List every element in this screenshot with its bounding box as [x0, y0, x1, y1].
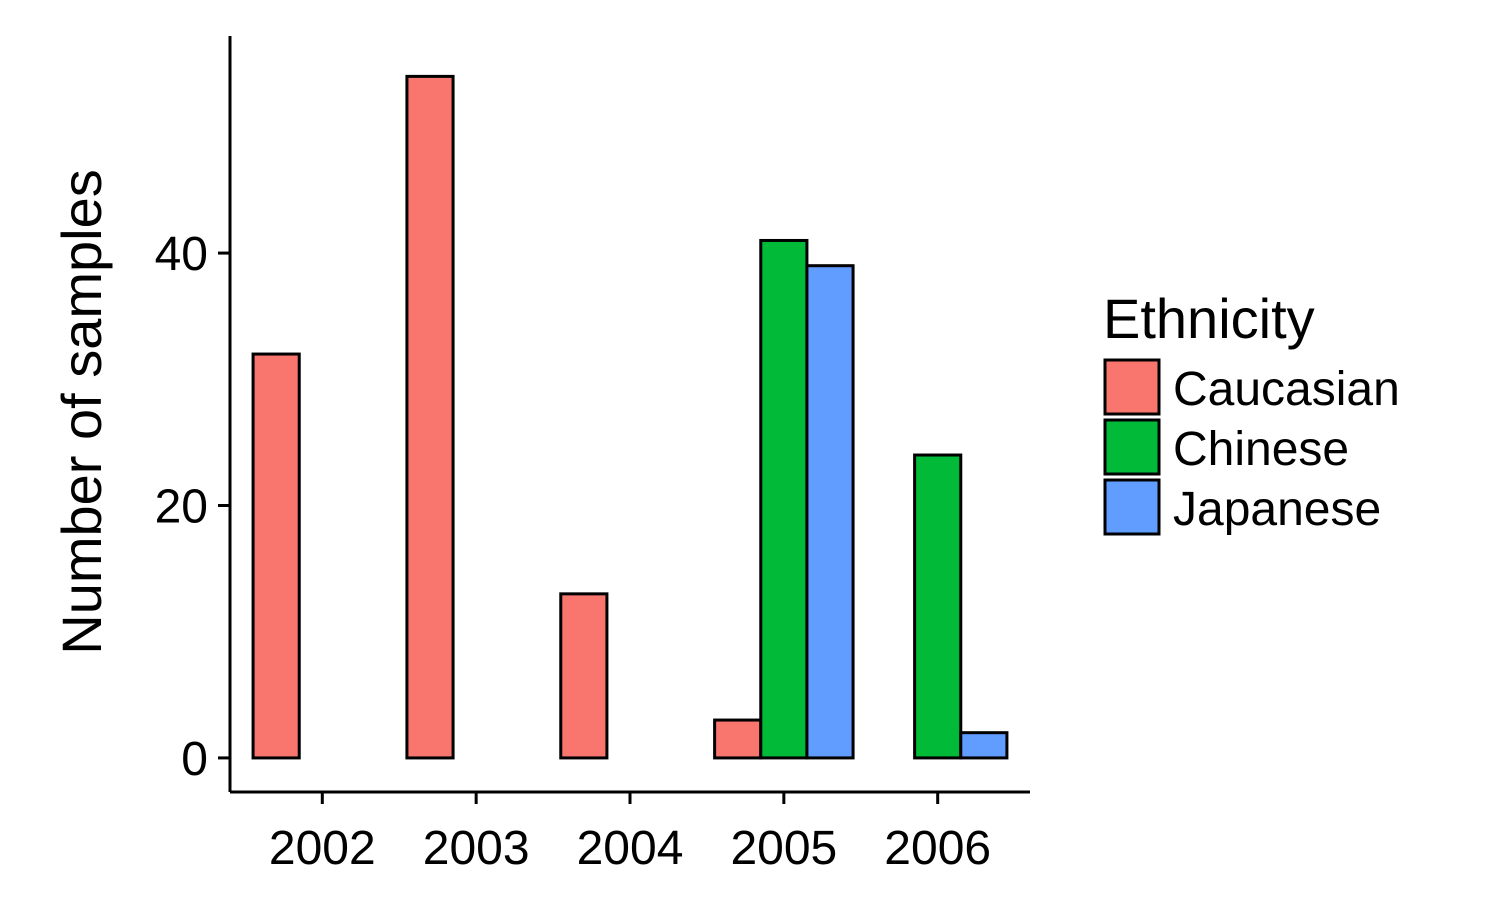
- bar-chinese-2006: [913, 453, 963, 760]
- bar-caucasian-2002: [251, 352, 301, 760]
- bar-chinese-2005: [759, 238, 809, 760]
- y-tick-label-0: 0: [181, 733, 208, 786]
- x-tick-label-2005: 2005: [730, 822, 837, 875]
- bar-caucasian-2003: [405, 74, 455, 760]
- legend-label-caucasian: Caucasian: [1173, 363, 1400, 416]
- bar-caucasian-2005: [713, 718, 763, 760]
- legend: Ethnicity Caucasian Chinese Japanese: [1103, 287, 1400, 536]
- x-tick-label-2002: 2002: [269, 822, 376, 875]
- x-tick-label-2004: 2004: [577, 822, 684, 875]
- legend-swatch-caucasian: [1103, 358, 1161, 416]
- y-axis-title: Number of samples: [50, 169, 113, 655]
- axes-layer: 0 20 40 2002 2003 2004 2005 2006: [155, 36, 1030, 875]
- x-tick-label-2003: 2003: [423, 822, 530, 875]
- legend-title: Ethnicity: [1103, 287, 1315, 350]
- bar-caucasian-2004: [559, 592, 609, 760]
- legend-label-chinese: Chinese: [1173, 423, 1349, 476]
- legend-swatch-japanese: [1103, 478, 1161, 536]
- x-tick-label-2006: 2006: [884, 822, 991, 875]
- legend-swatch-chinese: [1103, 418, 1161, 476]
- legend-label-japanese: Japanese: [1173, 483, 1381, 536]
- bar-japanese-2006: [959, 731, 1009, 760]
- y-tick-label-20: 20: [155, 481, 208, 534]
- bars-layer: [251, 74, 1009, 760]
- y-tick-label-40: 40: [155, 228, 208, 281]
- bar-japanese-2005: [805, 264, 855, 760]
